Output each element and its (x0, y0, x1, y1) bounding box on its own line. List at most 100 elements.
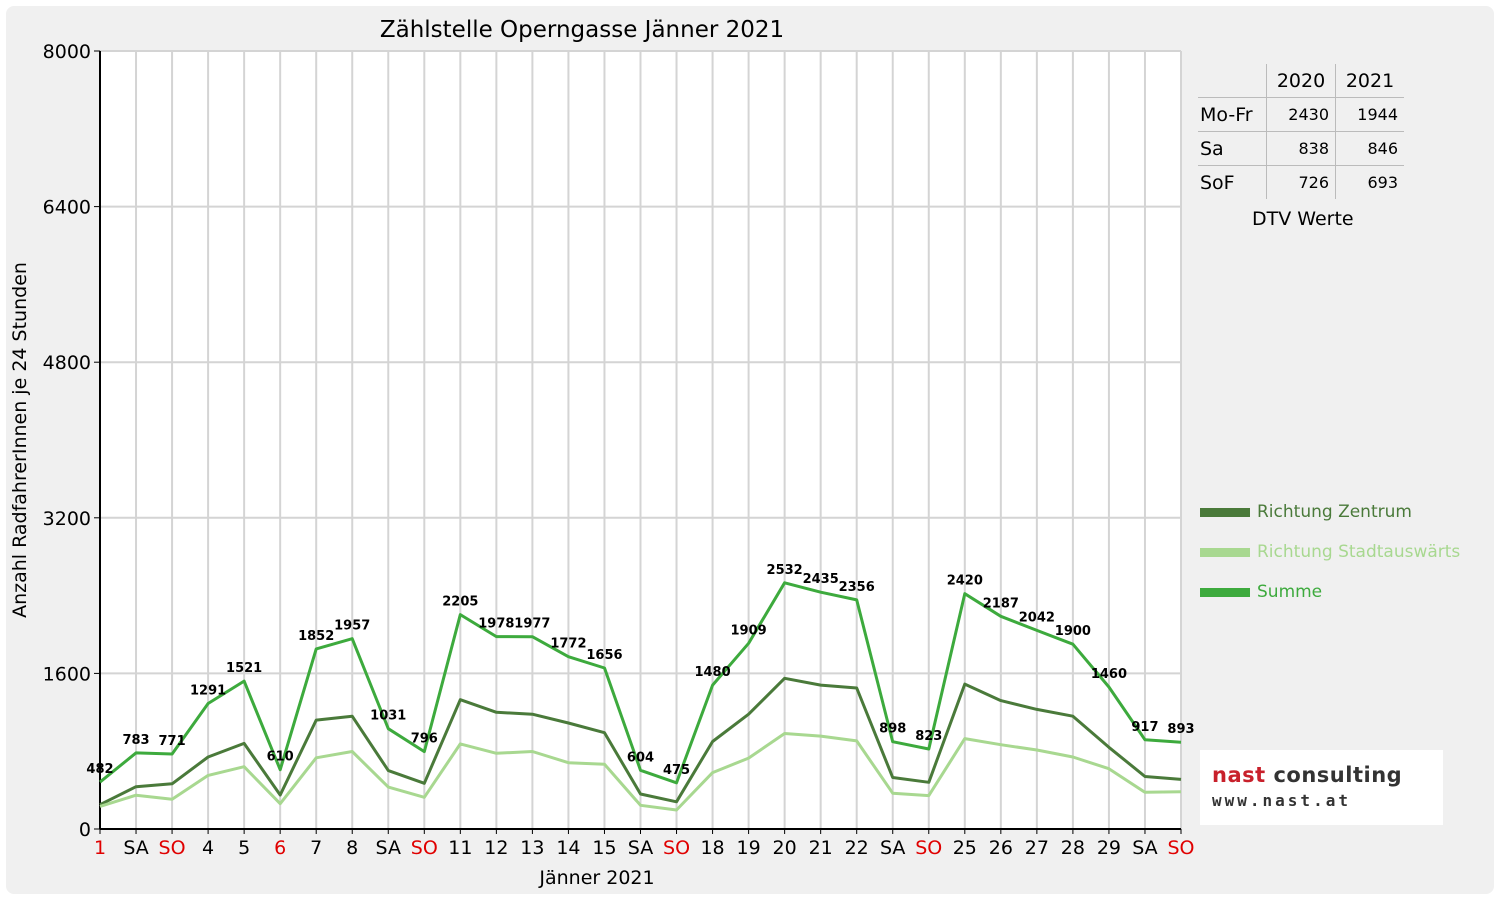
data-label: 610 (267, 750, 294, 765)
dtv-col-2020: 2020 (1266, 64, 1336, 98)
x-tick-label: 13 (520, 837, 544, 859)
axes: 0 1600 3200 4800 6400 8000 1 SA SO 4 5 6 7 8 SA SO 11 12 1… (43, 41, 1195, 859)
x-tick-label: 15 (592, 837, 616, 859)
legend-label: Richtung Zentrum (1257, 502, 1412, 522)
legend-label: Richtung Stadtauswärts (1257, 542, 1461, 562)
dtv-value: 693 (1367, 173, 1398, 192)
data-label: 898 (879, 722, 906, 737)
x-tick-label: 25 (953, 837, 977, 859)
x-tick-label: 20 (773, 837, 797, 859)
series-lines (99, 581, 1182, 812)
logo-name-part2: consulting (1273, 763, 1403, 787)
data-label: 482 (86, 762, 113, 777)
x-tick-label: 19 (737, 837, 761, 859)
dtv-row-sof: SoF 726 693 (1198, 165, 1404, 199)
dtv-table: 2020 2021 Mo-Fr 2430 1944 Sa 838 846 SoF… (1198, 64, 1404, 199)
logo-name: nast consulting (1212, 763, 1402, 787)
series-line (99, 581, 1182, 785)
x-tick-label: 8 (346, 837, 358, 859)
x-tick-label: SA (628, 837, 653, 859)
dtv-caption: DTV Werte (1252, 208, 1354, 230)
dtv-row-sa: Sa 838 846 (1198, 131, 1404, 166)
series-line (99, 676, 1182, 807)
data-label: 2356 (839, 580, 875, 595)
x-tick-label: 1 (94, 837, 106, 859)
dtv-row-mofr: Mo-Fr 2430 1944 (1198, 97, 1404, 132)
dtv-value: 2430 (1266, 97, 1336, 132)
data-label: 2435 (803, 572, 839, 587)
data-label: 2420 (947, 574, 983, 589)
data-label: 1460 (1091, 667, 1127, 682)
dtv-row-label: Sa (1198, 131, 1267, 166)
data-label: 783 (122, 733, 149, 748)
x-tick-label: 11 (448, 837, 472, 859)
x-tick-label: SO (411, 837, 438, 859)
chart-title: Zählstelle Operngasse Jänner 2021 (380, 17, 784, 43)
x-tick-label: 7 (310, 837, 322, 859)
data-label: 1521 (226, 661, 262, 676)
data-label: 2042 (1019, 610, 1055, 625)
dtv-value: 726 (1266, 165, 1336, 199)
y-axis-label: Anzahl RadfahrerInnen je 24 Stunden (9, 262, 31, 618)
data-label: 1909 (731, 623, 767, 638)
dtv-value: 846 (1335, 131, 1404, 166)
data-label: 2187 (983, 596, 1019, 611)
data-label: 771 (158, 734, 185, 749)
x-tick-label: 29 (1097, 837, 1121, 859)
legend-item-stadtauswaerts: Richtung Stadtauswärts (1200, 532, 1460, 572)
data-label: 893 (1167, 722, 1194, 737)
legend-swatch (1200, 587, 1250, 597)
data-label: 1656 (586, 648, 622, 663)
x-tick-label: SA (880, 837, 905, 859)
x-tick-label: 6 (274, 837, 286, 859)
x-tick-label: SA (376, 837, 401, 859)
x-tick-label: 12 (484, 837, 508, 859)
data-label: 1031 (370, 709, 406, 724)
x-tick-label: SA (1132, 837, 1157, 859)
data-label: 1978 (478, 617, 514, 632)
grid-lines (100, 50, 1182, 829)
logo-name-part1: nast (1212, 763, 1266, 787)
data-label: 1900 (1055, 624, 1091, 639)
x-tick-label: 5 (238, 837, 250, 859)
legend-swatch (1200, 547, 1250, 557)
x-tick-label: 22 (845, 837, 869, 859)
logo-url: www.nast.at (1212, 791, 1351, 810)
dtv-corner-cell (1198, 64, 1267, 98)
data-label: 604 (627, 750, 654, 765)
x-axis-label: Jänner 2021 (538, 867, 654, 889)
company-logo: nast consulting www.nast.at (1200, 750, 1443, 825)
data-label: 1772 (550, 637, 586, 652)
data-label: 2532 (767, 563, 803, 578)
x-tick-label: 4 (202, 837, 214, 859)
y-tick-label: 8000 (43, 41, 91, 63)
data-label: 475 (663, 763, 690, 778)
x-tick-label: 21 (809, 837, 833, 859)
x-tick-label: SO (1167, 837, 1194, 859)
y-tick-label: 1600 (43, 663, 91, 685)
data-label: 1480 (694, 665, 730, 680)
series-line (99, 732, 1182, 812)
x-tick-label: 27 (1025, 837, 1049, 859)
data-label: 1291 (190, 683, 226, 698)
legend-label: Summe (1257, 582, 1323, 602)
y-tick-label: 6400 (43, 197, 91, 219)
x-tick-label: SA (123, 837, 148, 859)
x-tick-label: SO (159, 837, 186, 859)
dtv-row-label: SoF (1198, 165, 1267, 199)
x-tick-label: 26 (989, 837, 1013, 859)
legend-item-summe: Summe (1200, 572, 1460, 612)
data-label: 2205 (442, 595, 478, 610)
data-label: 823 (915, 729, 942, 744)
dtv-table-header: 2020 2021 (1198, 64, 1404, 98)
data-label: 1852 (298, 629, 334, 644)
x-tick-label: SO (915, 837, 942, 859)
data-label: 917 (1131, 720, 1158, 735)
y-tick-label: 3200 (43, 508, 91, 530)
data-label: 1977 (514, 617, 550, 632)
x-tick-label: SO (663, 837, 690, 859)
dtv-row-label: Mo-Fr (1198, 97, 1267, 132)
legend: Richtung Zentrum Richtung Stadtauswärts … (1200, 492, 1460, 612)
